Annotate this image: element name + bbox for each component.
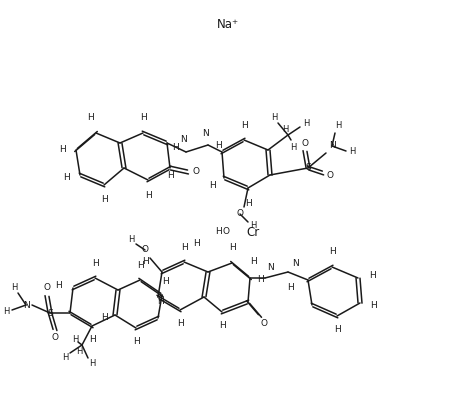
- Text: H: H: [369, 271, 375, 280]
- Text: H: H: [136, 261, 143, 270]
- Text: H: H: [209, 180, 215, 190]
- Text: H: H: [145, 190, 151, 199]
- Text: H: H: [303, 119, 309, 128]
- Text: H: H: [193, 240, 199, 249]
- Text: H: H: [241, 121, 248, 130]
- Text: H: H: [287, 282, 293, 292]
- Text: O: O: [326, 171, 333, 180]
- Text: N: N: [329, 142, 335, 150]
- Text: H: H: [335, 121, 341, 131]
- Text: O: O: [236, 209, 243, 218]
- Text: H: H: [72, 335, 78, 344]
- Text: O: O: [43, 283, 51, 292]
- Text: N: N: [292, 259, 298, 268]
- Text: N: N: [180, 135, 186, 145]
- Text: H: H: [128, 235, 134, 244]
- Text: H: H: [329, 247, 335, 256]
- Text: S: S: [47, 309, 53, 318]
- Text: Na⁺: Na⁺: [217, 17, 239, 31]
- Text: H: H: [219, 321, 225, 330]
- Text: H: H: [89, 335, 95, 344]
- Text: Cr: Cr: [246, 226, 260, 240]
- Text: H: H: [271, 114, 277, 123]
- Text: H: H: [334, 325, 340, 335]
- Text: H: H: [162, 278, 168, 287]
- Text: H: H: [229, 244, 236, 252]
- Text: N: N: [23, 301, 30, 309]
- Text: H: H: [282, 124, 288, 133]
- Text: H: H: [257, 275, 263, 285]
- Text: H: H: [3, 308, 9, 316]
- Text: H: H: [349, 147, 355, 157]
- Text: H: H: [140, 114, 147, 123]
- Text: H: H: [157, 297, 163, 306]
- Text: H: H: [62, 354, 68, 363]
- Text: N: N: [201, 128, 208, 138]
- Text: H: H: [370, 301, 376, 311]
- Text: H: H: [177, 320, 183, 328]
- Text: H: H: [54, 280, 61, 290]
- Text: S: S: [305, 164, 311, 173]
- Text: H: H: [89, 358, 95, 368]
- Text: H: H: [166, 171, 173, 180]
- Text: H: H: [142, 257, 148, 266]
- Text: H: H: [133, 337, 139, 347]
- Text: H: H: [181, 242, 187, 252]
- Text: H: H: [215, 140, 221, 150]
- Text: O: O: [301, 138, 308, 147]
- Text: H: H: [92, 259, 98, 268]
- Text: H: H: [63, 173, 69, 181]
- Text: O: O: [223, 228, 230, 237]
- Text: H: H: [215, 228, 221, 237]
- Text: H: H: [100, 195, 107, 204]
- Text: H: H: [290, 142, 296, 152]
- Text: H: H: [11, 282, 17, 292]
- Text: O: O: [52, 334, 59, 342]
- Text: O: O: [260, 318, 267, 328]
- Text: H: H: [87, 112, 94, 121]
- Text: O: O: [142, 245, 148, 254]
- Text: H: H: [100, 313, 107, 323]
- Text: H: H: [250, 221, 256, 230]
- Text: H: H: [249, 257, 256, 266]
- Text: H: H: [171, 143, 178, 152]
- Text: N: N: [266, 263, 273, 271]
- Text: H: H: [59, 145, 65, 154]
- Text: H: H: [76, 347, 82, 356]
- Text: O: O: [193, 166, 200, 176]
- Text: H: H: [245, 199, 251, 207]
